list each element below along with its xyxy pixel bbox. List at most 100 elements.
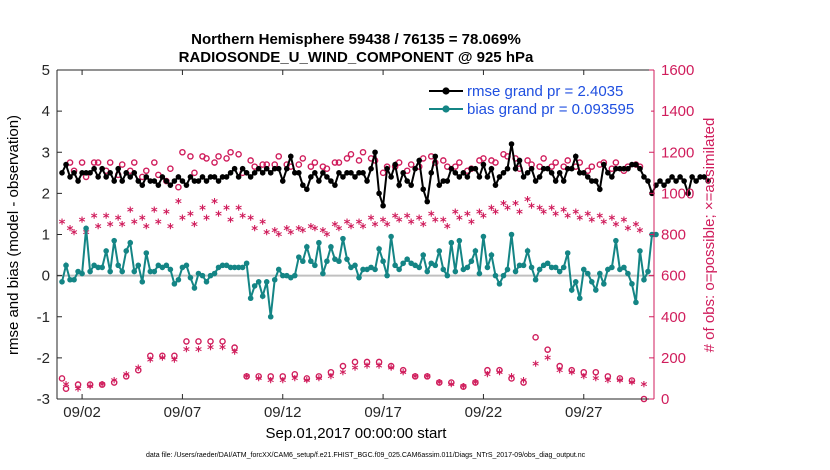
bias-point [520, 262, 527, 269]
bias-point [420, 252, 427, 258]
y-tick-label: 0 [42, 268, 50, 285]
bias-point [139, 278, 146, 285]
rmse-point [179, 178, 186, 184]
y-axis-label: rmse and bias (model - observation) [5, 115, 22, 355]
rmse-point [396, 182, 402, 188]
rmse-point [243, 170, 250, 176]
rmse-point [380, 202, 386, 209]
assimilated-obs-marker: * [167, 222, 174, 237]
rmse-point [456, 174, 463, 180]
assimilated-obs-marker: * [67, 224, 74, 239]
possible-obs-marker [267, 373, 275, 380]
bias-point [239, 264, 246, 271]
assimilated-obs-marker: * [63, 380, 70, 395]
rmse-point [255, 165, 262, 172]
bias-point [127, 239, 134, 246]
assimilated-obs-marker: * [239, 212, 246, 227]
assimilated-obs-marker: * [143, 222, 150, 237]
possible-obs-marker [299, 155, 307, 162]
chart-subtitle: RADIOSONDE_U_WIND_COMPONENT @ 925 hPa [179, 49, 534, 66]
possible-obs-marker [347, 151, 355, 158]
rmse-point [135, 178, 142, 184]
legend-rmse-label: rmse grand pr = 2.4035 [467, 83, 623, 100]
bias-point [597, 270, 603, 277]
bias-point [524, 248, 531, 254]
assimilated-obs-marker: * [283, 224, 290, 239]
bias-point [508, 231, 515, 238]
bias-point [641, 276, 647, 283]
rmse-point [613, 165, 619, 172]
assimilated-obs-marker: * [119, 220, 126, 235]
assimilated-obs-marker: * [227, 216, 234, 231]
rmse-point [119, 178, 126, 184]
possible-obs-marker [275, 153, 283, 160]
bias-point [613, 237, 619, 244]
bias-point [536, 266, 543, 273]
bias-point [296, 254, 302, 260]
rmse-point [564, 165, 571, 172]
bias-point [400, 260, 406, 267]
bias-point [476, 270, 483, 277]
rmse-point [593, 178, 599, 184]
y-tick-label: -2 [37, 350, 50, 367]
bias-point [621, 264, 627, 271]
rmse-point [597, 186, 603, 193]
rmse-point [127, 174, 134, 180]
legend: rmse grand pr = 2.4035 bias grand pr = 0… [421, 80, 651, 120]
rmse-point [572, 153, 579, 160]
chart-title: Northern Hemisphere 59438 / 76135 = 78.0… [191, 31, 521, 48]
rmse-point [83, 170, 89, 176]
bias-point [392, 262, 398, 269]
possible-obs-marker [335, 159, 343, 166]
possible-obs-marker [142, 167, 150, 175]
rmse-point [544, 165, 551, 172]
assimilated-obs-marker: * [408, 218, 415, 233]
bias-point [163, 262, 170, 269]
rmse-point [279, 178, 286, 184]
assimilated-obs-marker: * [255, 374, 262, 389]
rmse-point [151, 178, 158, 184]
bias-point [203, 278, 210, 285]
possible-obs-marker [343, 155, 351, 162]
assimilated-obs-marker: * [552, 209, 559, 224]
bias-point [300, 258, 306, 265]
possible-obs-marker [556, 362, 563, 370]
possible-obs-marker [375, 358, 383, 366]
rmse-point [468, 165, 475, 172]
possible-obs-marker [259, 161, 266, 168]
bias-point [115, 262, 122, 269]
assimilated-obs-marker: * [171, 355, 178, 370]
bias-point [328, 244, 334, 250]
rmse-point [584, 174, 591, 180]
bias-point [271, 276, 278, 283]
rmse-point [344, 170, 350, 176]
bias-point [175, 276, 182, 283]
bias-point [556, 268, 563, 275]
assimilated-obs-marker: * [267, 376, 274, 391]
rmse-point [508, 141, 515, 147]
possible-obs-marker [387, 362, 395, 370]
assimilated-obs-marker: * [480, 212, 487, 227]
plot-area [57, 70, 654, 399]
assimilated-obs-marker: * [400, 368, 407, 383]
rmse-point [263, 165, 270, 172]
assimilated-obs-marker: * [364, 362, 371, 377]
rmse-point [163, 178, 170, 184]
rmse-point [705, 178, 711, 184]
rmse-point [685, 190, 691, 197]
rmse-point [239, 165, 246, 172]
rmse-point [504, 165, 511, 172]
assimilated-obs-marker: * [608, 214, 615, 229]
y-tick-label: 5 [42, 62, 50, 79]
possible-obs-marker [58, 375, 66, 382]
rmse-point [320, 170, 326, 176]
possible-obs-marker [94, 159, 102, 166]
possible-obs-marker [540, 155, 547, 162]
rmse-point [524, 170, 531, 176]
bias-point [588, 278, 595, 285]
possible-obs-marker [159, 352, 166, 360]
bias-point [625, 270, 631, 277]
bias-point [143, 250, 150, 256]
bias-point [572, 278, 579, 285]
plot-layer: ****************************************… [57, 141, 711, 403]
